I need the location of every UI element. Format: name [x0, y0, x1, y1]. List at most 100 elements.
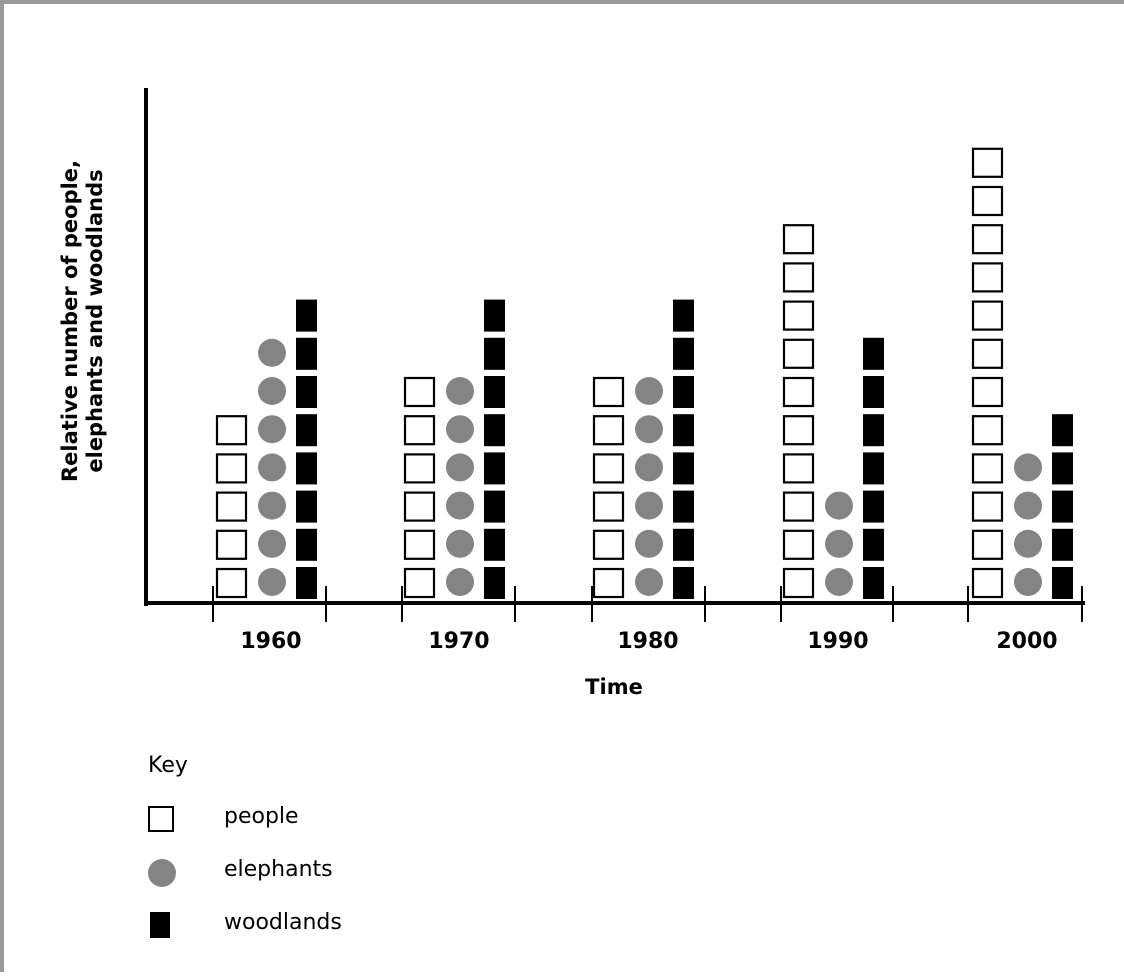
mark-elephants-1960 — [258, 491, 286, 520]
mark-elephants-1990 — [825, 529, 853, 558]
key-label-people: people — [224, 804, 299, 829]
mark-woodlands-1970 — [484, 414, 505, 447]
mark-people-1970 — [403, 453, 436, 484]
mark-woodlands-2000 — [1052, 452, 1073, 485]
mark-woodlands-1990 — [863, 452, 884, 485]
mark-woodlands-1980 — [673, 376, 694, 408]
key-item-people: people — [144, 802, 504, 836]
mark-woodlands-1980 — [673, 528, 694, 561]
mark-woodlands-1980 — [673, 452, 694, 485]
mark-people-1990 — [782, 491, 815, 522]
mark-woodlands-1960 — [296, 414, 317, 447]
pictograph-chart: 1960 1970 1980 1990 2000 Time Relative numbe… — [58, 88, 1085, 699]
mark-people-2000 — [971, 300, 1004, 331]
mark-people-2000 — [971, 491, 1004, 522]
mark-people-1980 — [592, 453, 625, 484]
mark-people-1960 — [215, 567, 248, 599]
x-tick-label-1960: 1960 — [240, 629, 301, 654]
mark-woodlands-1980 — [673, 490, 694, 523]
mark-woodlands-1970 — [484, 337, 505, 370]
mark-woodlands-1990 — [863, 376, 884, 408]
mark-woodlands-1990 — [863, 567, 884, 599]
mark-elephants-2000 — [1014, 453, 1042, 482]
mark-elephants-2000 — [1014, 491, 1042, 520]
mark-people-1990 — [782, 567, 815, 599]
mark-people-2000 — [971, 376, 1004, 408]
mark-people-1960 — [215, 491, 248, 522]
mark-people-1970 — [403, 529, 436, 560]
mark-woodlands-1970 — [484, 299, 505, 332]
mark-people-1980 — [592, 376, 625, 408]
mark-people-2000 — [971, 567, 1004, 599]
mark-woodlands-1990 — [863, 490, 884, 523]
mark-people-1990 — [782, 262, 815, 293]
x-tick-label-1980: 1980 — [617, 629, 678, 654]
mark-woodlands-1990 — [863, 337, 884, 370]
mark-people-1980 — [592, 491, 625, 522]
mark-elephants-1980 — [635, 415, 663, 444]
y-axis-title-line-1: Relative number of people, — [58, 160, 82, 482]
mark-people-2000 — [971, 415, 1004, 446]
mark-elephants-1970 — [446, 377, 474, 405]
mark-people-2000 — [971, 262, 1004, 293]
mark-elephants-1970 — [446, 453, 474, 482]
mark-people-1970 — [403, 376, 436, 408]
mark-woodlands-2000 — [1052, 567, 1073, 599]
mark-people-1990 — [782, 300, 815, 331]
mark-people-1970 — [403, 567, 436, 599]
mark-people-1960 — [215, 453, 248, 484]
mark-woodlands-2000 — [1052, 414, 1073, 447]
mark-woodlands-1980 — [673, 337, 694, 370]
mark-people-1990 — [782, 376, 815, 408]
mark-woodlands-1960 — [296, 299, 317, 332]
mark-people-1980 — [592, 529, 625, 560]
mark-woodlands-2000 — [1052, 490, 1073, 523]
square-icon — [148, 806, 174, 832]
mark-woodlands-1960 — [296, 376, 317, 408]
key-label-elephants: elephants — [224, 857, 333, 882]
mark-people-2000 — [971, 529, 1004, 560]
mark-people-1990 — [782, 529, 815, 560]
mark-elephants-1990 — [825, 491, 853, 520]
x-tick-label-2000: 2000 — [996, 629, 1057, 654]
mark-elephants-1980 — [635, 491, 663, 520]
mark-elephants-1980 — [635, 453, 663, 482]
mark-woodlands-1970 — [484, 567, 505, 599]
mark-woodlands-1970 — [484, 490, 505, 523]
mark-people-2000 — [971, 338, 1004, 369]
mark-woodlands-1970 — [484, 452, 505, 485]
mark-people-1990 — [782, 453, 815, 484]
key-title: Key — [148, 753, 188, 778]
circle-icon — [148, 859, 176, 887]
x-tick-label-1990: 1990 — [807, 629, 868, 654]
mark-elephants-1980 — [635, 529, 663, 558]
mark-woodlands-1980 — [673, 414, 694, 447]
mark-people-2000 — [971, 453, 1004, 484]
mark-people-1970 — [403, 491, 436, 522]
mark-woodlands-2000 — [1052, 528, 1073, 561]
mark-elephants-1970 — [446, 491, 474, 520]
mark-woodlands-1960 — [296, 337, 317, 370]
y-axis-title-line-2: elephants and woodlands — [83, 169, 107, 472]
mark-elephants-1960 — [258, 377, 286, 405]
mark-elephants-1980 — [635, 377, 663, 405]
mark-people-1980 — [592, 567, 625, 599]
mark-elephants-1960 — [258, 415, 286, 444]
mark-woodlands-1970 — [484, 376, 505, 408]
mark-elephants-1990 — [825, 568, 853, 596]
mark-elephants-1960 — [258, 453, 286, 482]
mark-elephants-1970 — [446, 415, 474, 444]
mark-people-1990 — [782, 338, 815, 369]
key-label-woodlands: woodlands — [224, 910, 342, 935]
mark-woodlands-1980 — [673, 567, 694, 599]
mark-woodlands-1990 — [863, 528, 884, 561]
block-icon — [150, 912, 170, 938]
mark-people-1960 — [215, 415, 248, 446]
mark-woodlands-1980 — [673, 299, 694, 332]
mark-woodlands-1960 — [296, 528, 317, 561]
mark-people-2000 — [971, 147, 1004, 178]
mark-elephants-1980 — [635, 568, 663, 596]
mark-woodlands-1960 — [296, 490, 317, 523]
mark-elephants-2000 — [1014, 568, 1042, 596]
